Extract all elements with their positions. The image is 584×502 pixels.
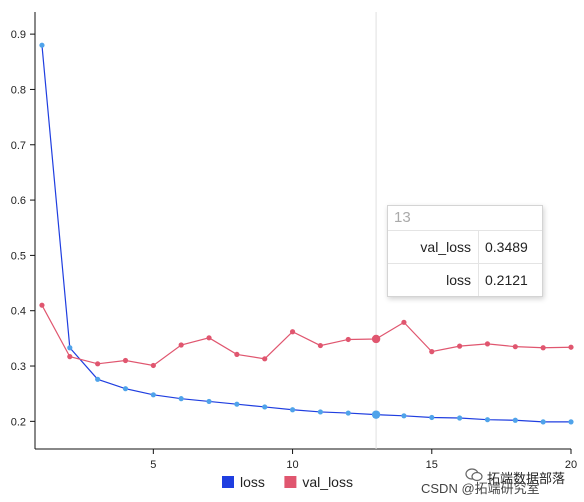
data-point-loss (568, 419, 574, 425)
watermark-text: CSDN @拓端研究室 (421, 481, 540, 496)
data-point-val_loss (262, 356, 268, 362)
data-point-val_loss (95, 361, 101, 367)
data-point-loss (262, 404, 268, 410)
data-point-loss (150, 392, 156, 398)
data-point-loss (512, 417, 518, 423)
y-tick-label: 0.7 (11, 140, 26, 152)
data-point-val_loss (457, 343, 463, 349)
y-tick-label: 0.4 (11, 306, 26, 318)
data-point-loss (206, 398, 212, 405)
y-tick-label: 0.2 (11, 416, 26, 428)
x-tick-label: 20 (565, 459, 577, 471)
data-point-loss (67, 345, 73, 351)
watermark-badge: 拓端数据部落 (487, 471, 566, 486)
tooltip-row: val_loss 0.3489 (388, 231, 542, 264)
tooltip-table: val_loss 0.3489 loss 0.2121 (388, 231, 542, 296)
data-point-loss (122, 386, 129, 392)
series-val_loss (39, 302, 574, 369)
data-point-val_loss (401, 319, 407, 325)
data-point-loss (371, 410, 381, 419)
data-point-val_loss (289, 329, 296, 335)
data-point-loss (429, 414, 435, 421)
y-tick-label: 0.6 (11, 195, 26, 207)
legend-label-loss[interactable]: loss (240, 474, 265, 490)
data-point-val_loss (39, 302, 45, 308)
x-tick-label: 15 (426, 459, 438, 471)
data-point-val_loss (178, 342, 184, 348)
data-point-val_loss (206, 335, 212, 341)
watermark: 拓端数据部落 CSDN @拓端研究室 (421, 468, 583, 498)
y-tick-label: 0.9 (11, 29, 26, 41)
data-point-val_loss (150, 362, 156, 369)
data-point-loss (345, 410, 351, 416)
y-tick-label: 0.5 (11, 250, 26, 262)
data-point-val_loss (429, 349, 435, 355)
data-point-val_loss (67, 354, 73, 360)
tooltip-title: 13 (388, 206, 542, 231)
data-point-val_loss (540, 345, 546, 351)
axes: 0.2 0.3 0.4 0.5 0.6 0.7 0.8 0.9 5 10 15 20 (11, 12, 577, 471)
tooltip-series-name: loss (388, 263, 479, 296)
data-point-val_loss (122, 357, 129, 364)
data-point-val_loss (317, 342, 324, 349)
tooltip-series-value: 0.3489 (485, 239, 528, 255)
data-point-val_loss (371, 334, 381, 344)
data-point-loss (39, 42, 45, 48)
legend-label-val_loss[interactable]: val_loss (302, 474, 353, 490)
series-layer (39, 42, 574, 425)
data-point-loss (401, 413, 407, 419)
y-tick-label: 0.8 (11, 84, 26, 96)
wechat-icon (465, 468, 483, 482)
data-point-loss (484, 417, 491, 423)
data-point-val_loss (345, 336, 351, 343)
tooltip-series-value: 0.2121 (478, 263, 542, 296)
legend-swatch-val_loss[interactable] (284, 476, 297, 488)
y-tick-label: 0.3 (11, 361, 26, 373)
data-point-loss (317, 409, 324, 415)
data-point-loss (457, 415, 463, 421)
data-point-loss (540, 419, 546, 425)
x-tick-label: 10 (286, 459, 298, 471)
data-tooltip: 13 val_loss 0.3489 loss 0.2121 (387, 205, 543, 297)
data-point-val_loss (512, 344, 518, 350)
x-tick-label: 5 (150, 459, 156, 471)
legend[interactable]: loss val_loss (222, 474, 353, 490)
data-point-val_loss (234, 351, 240, 358)
data-point-val_loss (484, 341, 491, 347)
tooltip-row: loss 0.2121 (388, 263, 542, 296)
series-line-loss (41, 45, 571, 423)
data-point-loss (95, 376, 101, 382)
data-point-loss (289, 407, 296, 413)
tooltip-series-name: val_loss (388, 231, 479, 264)
data-point-loss (178, 396, 184, 402)
data-point-loss (234, 401, 240, 407)
series-loss (39, 42, 574, 425)
data-point-val_loss (568, 344, 574, 350)
series-line-val_loss (41, 304, 572, 367)
legend-swatch-loss[interactable] (222, 476, 234, 488)
